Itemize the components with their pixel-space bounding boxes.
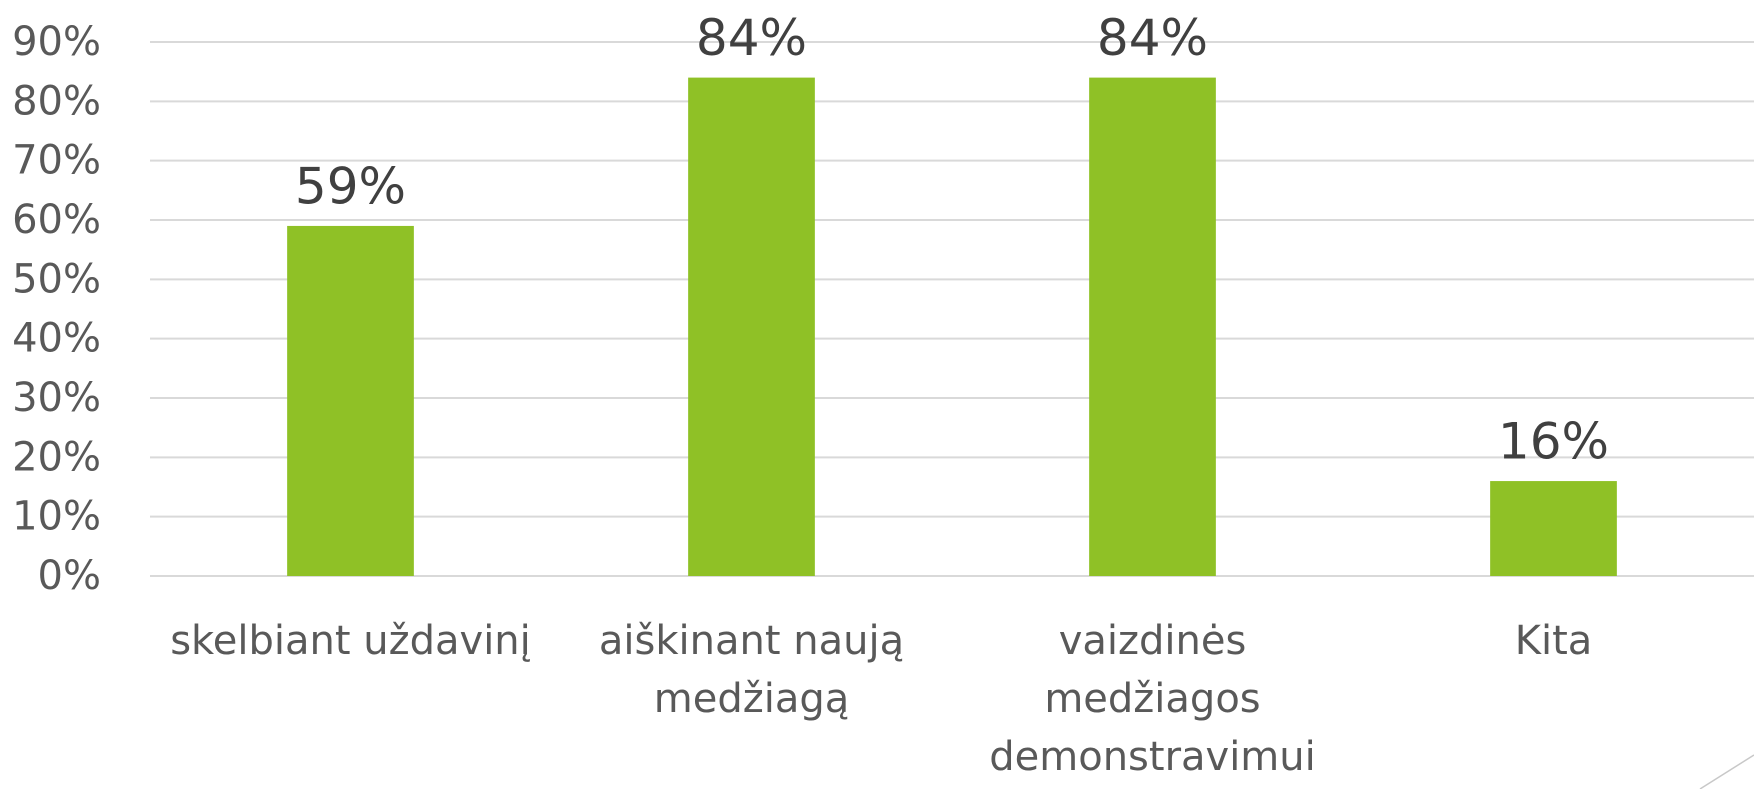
bar (688, 77, 815, 576)
y-tick-label: 60% (12, 197, 101, 243)
data-label: 59% (295, 157, 406, 215)
x-tick-label: aiškinant naują medžiagą (598, 618, 905, 722)
bar (287, 225, 414, 576)
y-tick-label: 90% (12, 19, 101, 65)
x-tick-label: vaizdinės medžiagos demonstravimui (989, 618, 1316, 780)
y-tick-label: 50% (12, 256, 101, 302)
y-tick-label: 80% (12, 78, 101, 124)
y-tick-label: 30% (12, 375, 101, 421)
x-tick-label: skelbiant uždavinį (170, 618, 531, 664)
bar (1490, 481, 1617, 576)
x-tick-label: Kita (1514, 618, 1593, 664)
decoration (1699, 754, 1754, 789)
bar (1089, 77, 1216, 576)
y-tick-label: 0% (38, 553, 101, 599)
data-label: 84% (1097, 9, 1208, 67)
data-label: 16% (1498, 413, 1609, 471)
y-tick-label: 10% (12, 494, 101, 540)
data-label: 84% (696, 9, 807, 67)
y-tick-label: 20% (12, 434, 101, 480)
y-tick-label: 40% (12, 316, 101, 362)
y-tick-label: 70% (12, 138, 101, 184)
